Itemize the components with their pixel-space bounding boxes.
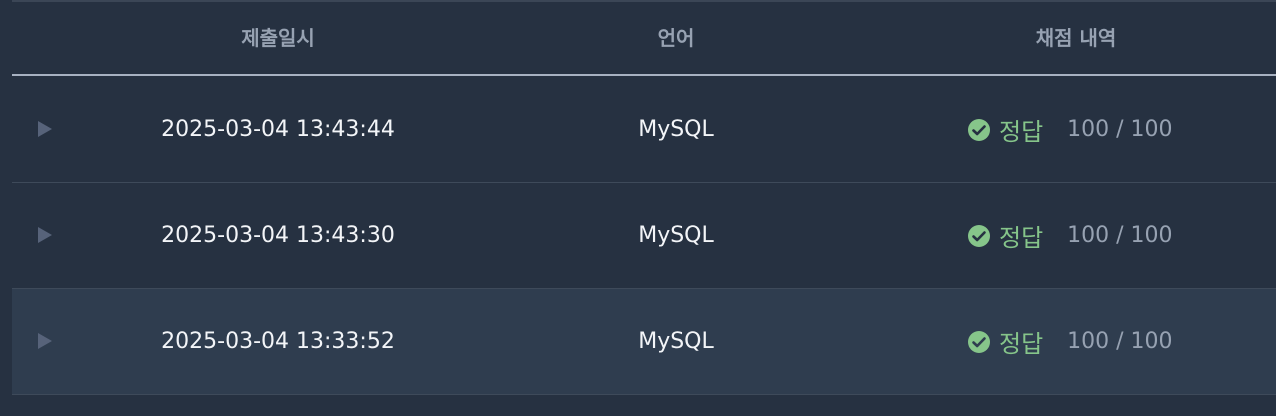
submission-date: 2025-03-04 13:33:52 xyxy=(161,329,395,354)
submission-language: MySQL xyxy=(638,329,714,354)
submission-date: 2025-03-04 13:43:44 xyxy=(161,117,395,142)
submission-date: 2025-03-04 13:43:30 xyxy=(161,223,395,248)
check-circle-icon xyxy=(968,224,990,247)
table-row[interactable]: 2025-03-04 13:43:44 MySQL 정답 100 / 100 xyxy=(12,77,1276,183)
score-label: 100 / 100 xyxy=(1067,117,1173,142)
submission-language: MySQL xyxy=(638,223,714,248)
check-circle-icon xyxy=(968,118,990,141)
play-triangle-icon[interactable] xyxy=(38,121,52,137)
submission-result: 정답 100 / 100 xyxy=(967,183,1173,288)
play-triangle-icon[interactable] xyxy=(38,227,52,243)
score-label: 100 / 100 xyxy=(1067,329,1173,354)
score-label: 100 / 100 xyxy=(1067,223,1173,248)
submission-result: 정답 100 / 100 xyxy=(967,77,1173,182)
verdict-label: 정답 xyxy=(999,330,1044,358)
table-row[interactable]: 2025-03-04 13:43:30 MySQL 정답 100 / 100 xyxy=(12,183,1276,289)
submission-result: 정답 100 / 100 xyxy=(967,289,1173,394)
table-header: 제출일시 언어 채점 내역 xyxy=(12,2,1276,76)
header-submitted-at: 제출일시 xyxy=(241,26,315,50)
table-row[interactable]: 2025-03-04 13:33:52 MySQL 정답 100 / 100 xyxy=(12,289,1276,395)
header-grading-history: 채점 내역 xyxy=(1035,26,1117,50)
header-language: 언어 xyxy=(657,26,695,50)
table-top-border xyxy=(12,0,1276,2)
check-circle-icon xyxy=(968,330,990,353)
play-triangle-icon[interactable] xyxy=(38,333,52,349)
submission-language: MySQL xyxy=(638,117,714,142)
verdict-label: 정답 xyxy=(999,224,1044,252)
verdict-label: 정답 xyxy=(999,118,1044,146)
